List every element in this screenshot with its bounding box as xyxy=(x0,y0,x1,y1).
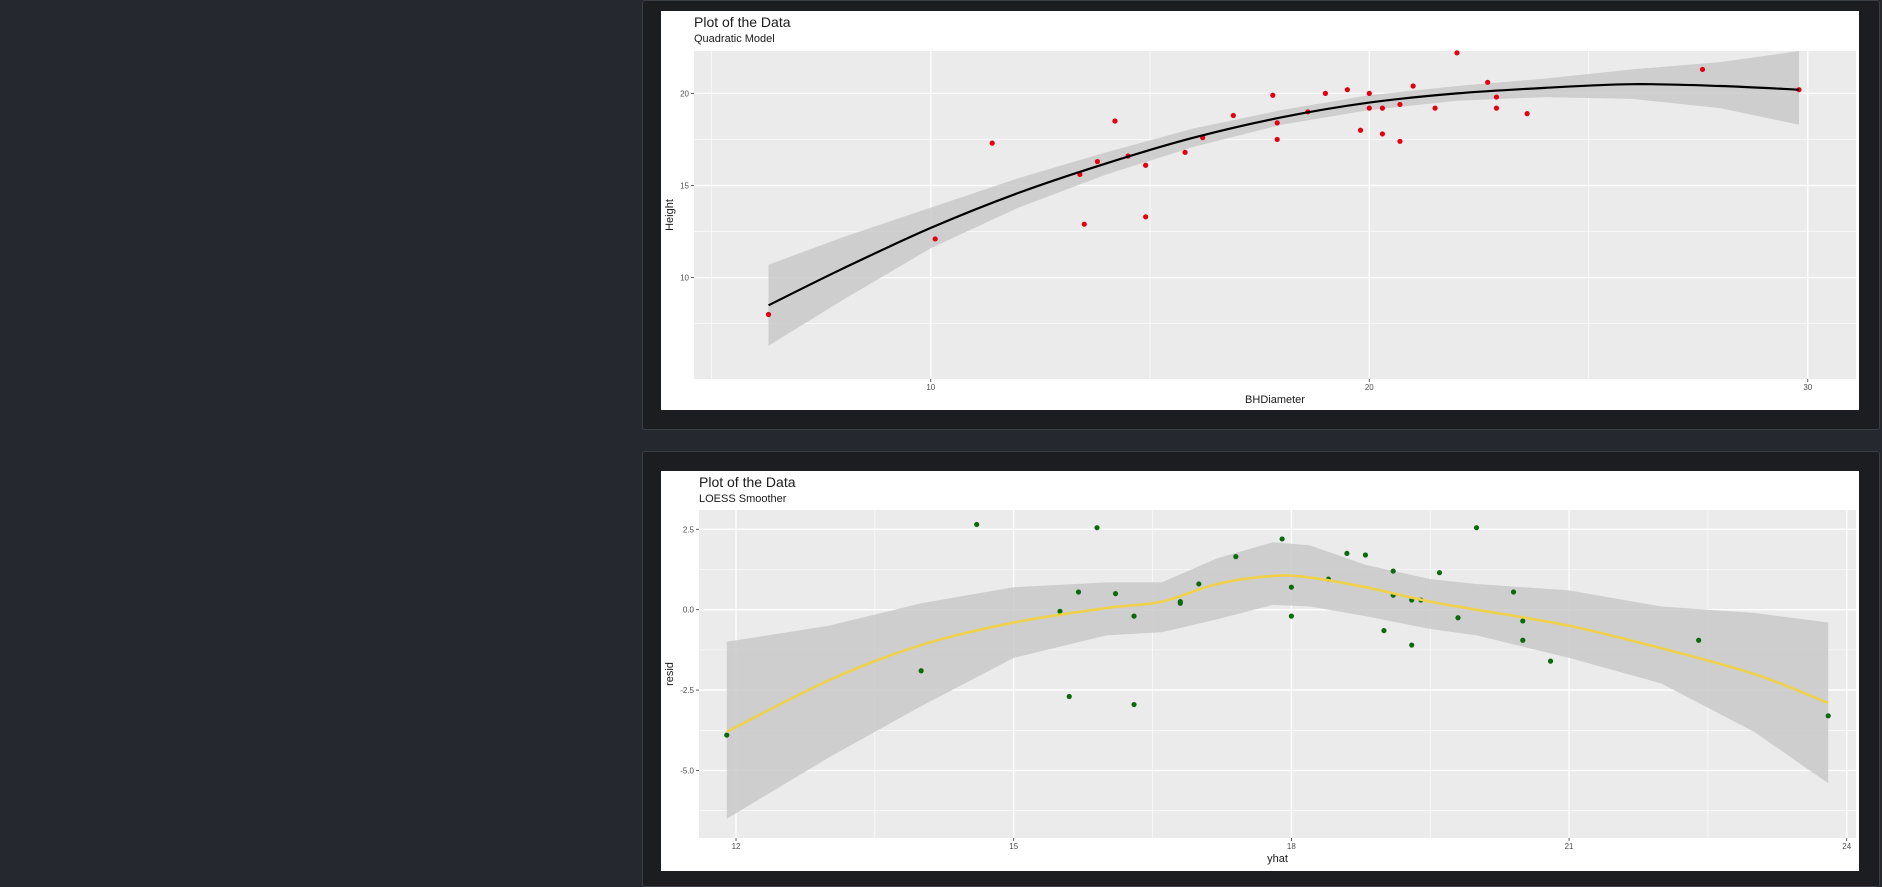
data-point xyxy=(1510,589,1517,595)
data-point xyxy=(1454,50,1460,56)
data-point xyxy=(1112,591,1119,597)
data-point xyxy=(1131,701,1137,708)
data-point xyxy=(1493,105,1500,111)
x-tick-label: 10 xyxy=(926,383,935,392)
data-point xyxy=(932,236,938,242)
y-tick-label: 20 xyxy=(680,89,689,98)
data-point xyxy=(1362,552,1369,558)
data-point xyxy=(1696,637,1702,643)
data-point xyxy=(1493,94,1500,100)
quadratic-model-chart: 10 20 30 10 15 20 BHDiameter Height xyxy=(664,50,1856,406)
loess-smoother-chart: 12 15 18 21 24 -5.0 -2.5 0.0 2.5 yhat resid xyxy=(664,510,1856,865)
data-point xyxy=(1279,536,1285,542)
data-point xyxy=(1381,627,1387,634)
data-point xyxy=(1288,613,1294,619)
data-point xyxy=(1230,112,1236,119)
x-tick-label: 12 xyxy=(732,842,741,851)
y-tick-label: 15 xyxy=(680,182,689,191)
y-tick-label: -2.5 xyxy=(680,686,694,695)
fit-line xyxy=(726,574,1829,734)
data-point xyxy=(1066,693,1072,700)
data-point xyxy=(1825,713,1831,719)
data-point xyxy=(1274,136,1280,143)
data-point xyxy=(1094,525,1100,531)
data-point xyxy=(1520,618,1526,624)
chart-title: Plot of the Data xyxy=(694,14,791,30)
data-point xyxy=(1270,92,1276,98)
data-point xyxy=(1143,214,1149,220)
chart-title: Plot of the Data xyxy=(699,474,796,490)
confidence-band xyxy=(768,51,1799,346)
y-tick-label: 10 xyxy=(680,274,689,283)
data-point xyxy=(1233,554,1239,560)
plot-panel-background xyxy=(694,51,1856,379)
x-tick-label: 15 xyxy=(1009,842,1018,851)
data-point xyxy=(1547,658,1554,664)
data-point xyxy=(1366,90,1372,96)
data-point xyxy=(1366,105,1372,111)
fit-line xyxy=(768,83,1800,307)
data-point xyxy=(1520,637,1526,643)
data-point xyxy=(1344,550,1350,557)
data-point xyxy=(1177,599,1183,605)
data-point xyxy=(1081,221,1087,227)
plot-area-quadratic: Plot of the Data Quadratic Model 10 20 30 1… xyxy=(661,11,1859,410)
y-tick-label: 2.5 xyxy=(683,525,695,534)
data-point xyxy=(1410,83,1416,89)
data-point xyxy=(1075,589,1082,595)
x-tick-label: 30 xyxy=(1803,383,1812,392)
data-point xyxy=(1485,79,1491,85)
data-point xyxy=(1699,66,1706,73)
confidence-band xyxy=(726,542,1829,819)
data-point xyxy=(1094,158,1101,165)
data-point xyxy=(1288,584,1294,590)
data-point xyxy=(1524,111,1530,117)
data-point xyxy=(974,521,980,528)
data-point xyxy=(1357,127,1364,133)
data-point xyxy=(1379,131,1386,137)
data-point xyxy=(1397,101,1403,108)
data-point xyxy=(1409,642,1415,648)
chart-subtitle: LOESS Smoother xyxy=(699,493,787,505)
x-tick-label: 20 xyxy=(1365,383,1374,392)
data-point xyxy=(765,311,772,318)
data-point xyxy=(1432,105,1438,111)
data-point xyxy=(1182,149,1188,155)
x-tick-label: 18 xyxy=(1287,842,1296,851)
y-tick-label: -5.0 xyxy=(680,766,694,775)
x-axis-title: yhat xyxy=(1267,853,1288,865)
data-point xyxy=(724,732,730,738)
data-point xyxy=(1274,120,1280,126)
data-point xyxy=(1390,568,1396,574)
data-point xyxy=(1379,105,1386,111)
data-point xyxy=(1473,525,1480,531)
chart-subtitle: Quadratic Model xyxy=(694,33,775,45)
data-point xyxy=(1112,118,1118,124)
data-point xyxy=(1196,581,1202,587)
data-point xyxy=(1322,90,1329,96)
data-point xyxy=(1131,613,1137,619)
x-tick-label: 21 xyxy=(1565,842,1574,851)
data-point xyxy=(1397,138,1403,144)
data-point xyxy=(1436,570,1443,576)
x-axis-title: BHDiameter xyxy=(1245,394,1305,406)
y-axis-title: resid xyxy=(664,662,676,686)
data-point xyxy=(1455,615,1461,621)
data-point xyxy=(918,668,924,674)
data-point xyxy=(1143,162,1149,168)
data-point xyxy=(989,140,995,146)
y-tick-label: 0.0 xyxy=(683,606,695,615)
y-axis-title: Height xyxy=(664,199,676,231)
data-point xyxy=(1057,608,1063,614)
data-point xyxy=(1344,87,1350,93)
plot-area-loess: Plot of the Data LOESS Smoother 12 15 18 21… xyxy=(661,471,1859,871)
x-tick-label: 24 xyxy=(1842,842,1851,851)
